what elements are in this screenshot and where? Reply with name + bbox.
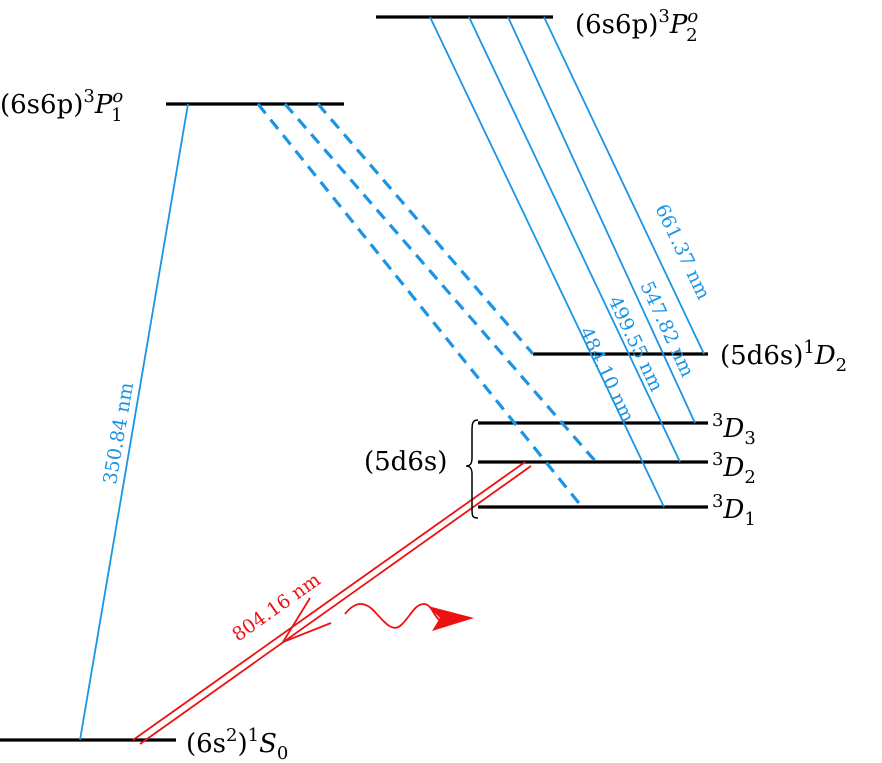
transition-484-line bbox=[429, 16, 665, 508]
label-3P1: (6s6p)3Po 1 bbox=[0, 86, 123, 126]
dashed-to-3D2 bbox=[283, 102, 598, 464]
transition-804-line-b bbox=[139, 465, 532, 745]
transition-804-line-a bbox=[132, 461, 526, 741]
label-1D2: (5d6s)1D2 bbox=[720, 337, 847, 376]
label-triplet-config: (5d6s) bbox=[364, 447, 447, 477]
dashed-to-3D1 bbox=[256, 102, 584, 509]
wavelength-804: 804.16 nm bbox=[228, 569, 325, 646]
transition-804-arrowhead bbox=[280, 597, 332, 644]
transition-499-line bbox=[468, 16, 681, 463]
transition-350-line bbox=[79, 103, 189, 741]
dashed-to-1D2 bbox=[316, 102, 535, 356]
label-3D3: 3D3 bbox=[712, 410, 756, 449]
label-3D2: 3D2 bbox=[712, 449, 756, 488]
photon-arrow-icon bbox=[428, 606, 474, 631]
triplet-brace bbox=[465, 419, 479, 519]
label-3D1: 3D1 bbox=[712, 491, 756, 530]
label-3P2: (6s6p)3Po 2 bbox=[575, 6, 698, 46]
transition-547-line bbox=[507, 16, 696, 424]
transition-661-line bbox=[543, 16, 705, 355]
photon-wave bbox=[344, 603, 443, 629]
label-1S0: (6s2)1S0 bbox=[186, 725, 288, 763]
